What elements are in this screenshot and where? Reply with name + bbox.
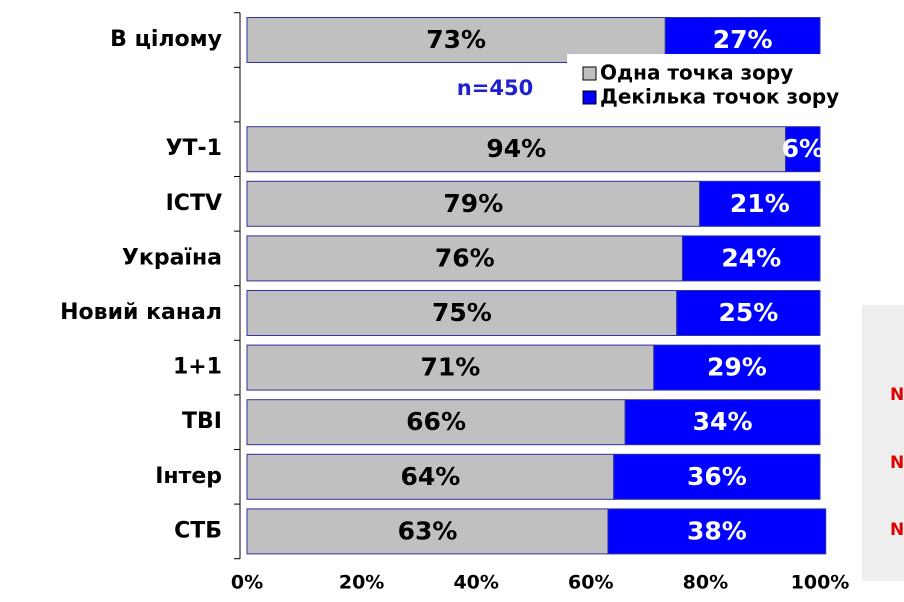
annotation: n=450 (457, 76, 533, 100)
value-label: 36% (687, 462, 747, 491)
x-tick-label: 100% (791, 572, 850, 594)
x-tick-label: 0% (231, 572, 263, 594)
bar-segment (624, 399, 821, 446)
legend-label: Одна точка зору (600, 61, 793, 85)
bar-segment (785, 126, 821, 173)
x-tick-label: 40% (453, 572, 498, 594)
bar-segment (699, 180, 821, 227)
y-tick-label: Україна (122, 245, 222, 270)
y-tick-label: ICTV (166, 191, 222, 216)
annotation: N (890, 385, 904, 405)
value-label: 38% (687, 516, 747, 545)
value-label: 66% (406, 407, 466, 436)
y-tick-label: В цілому (110, 27, 222, 52)
annotation: N (890, 453, 904, 473)
bar-segment (246, 126, 787, 173)
value-label: 63% (398, 516, 458, 545)
value-label: 64% (400, 462, 460, 491)
legend-swatch (582, 66, 597, 81)
legend-label: Декілька точок зору (600, 85, 839, 109)
value-label: 73% (426, 25, 486, 54)
y-tick-label: Інтер (155, 464, 222, 489)
bar-segment (246, 180, 701, 227)
bar-segment (246, 453, 615, 500)
bar-segment (613, 453, 821, 500)
value-label: 79% (443, 189, 503, 218)
y-tick-label: 1+1 (173, 355, 222, 380)
bar-segment (246, 344, 655, 391)
x-tick-label: 60% (568, 572, 613, 594)
bar-segment (246, 399, 626, 446)
legend-box (567, 54, 904, 116)
value-label: 21% (730, 189, 790, 218)
x-tick-label: 20% (339, 572, 384, 594)
y-tick-label: УТ-1 (166, 136, 222, 161)
value-label: 25% (718, 298, 778, 327)
value-label: 24% (721, 243, 781, 272)
x-tick-label: 80% (683, 572, 728, 594)
y-tick-label: Новий канал (60, 300, 222, 325)
bar-segment (607, 508, 827, 555)
value-label: 76% (435, 243, 495, 272)
value-label: 6% (782, 134, 824, 163)
bar-segment (246, 290, 678, 336)
bar-segment (676, 290, 821, 336)
value-label: 29% (707, 353, 767, 382)
side-panel (862, 305, 904, 581)
annotation: N (890, 520, 904, 540)
y-tick-label: ТВІ (182, 409, 222, 434)
bar-segment (653, 344, 821, 391)
bar-segment (246, 235, 683, 282)
y-tick-label: СТБ (174, 518, 222, 543)
value-label: 94% (486, 134, 546, 163)
bar-segment (246, 508, 609, 555)
value-label: 27% (713, 25, 773, 54)
value-label: 75% (432, 298, 492, 327)
bar-segment (681, 235, 821, 282)
legend-swatch (582, 90, 597, 105)
value-label: 71% (420, 353, 480, 382)
value-label: 34% (693, 407, 753, 436)
